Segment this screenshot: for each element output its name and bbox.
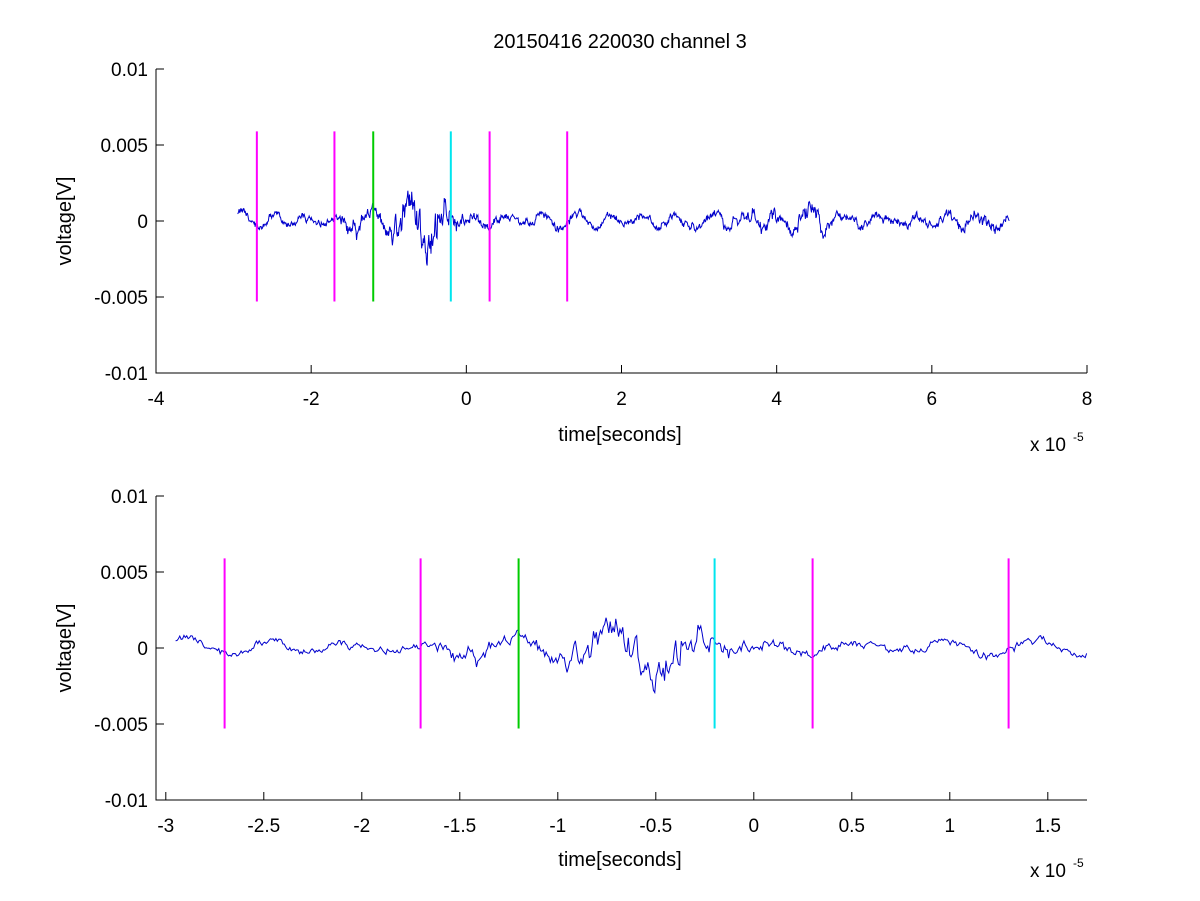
top-x-ticks: -4 -2 0 2 4 6 8 — [148, 365, 1093, 410]
bottom-y-axis-label: voltage[V] — [54, 604, 76, 693]
bottom-x-axis-label: time[seconds] — [558, 849, 681, 871]
bottom-x-multiplier: x 10 -5 — [1030, 856, 1084, 882]
bottom-y-tick-label: -0.005 — [94, 715, 148, 736]
top-x-tick-label: 4 — [771, 389, 782, 410]
bottom-x-tick-label: -1 — [549, 816, 566, 837]
top-y-tick-label: 0.005 — [100, 136, 148, 157]
bottom-x-tick-label: 0 — [749, 816, 760, 837]
figure-title: 20150416 220030 channel 3 — [493, 31, 747, 53]
top-x-tick-label: 0 — [461, 389, 472, 410]
bottom-x-tick-label: 1.5 — [1035, 816, 1061, 837]
bottom-y-tick-label: 0.01 — [111, 487, 148, 508]
bottom-signal-trace — [175, 617, 1088, 695]
bottom-x-tick-label: -2 — [353, 816, 370, 837]
top-x-tick-label: 8 — [1082, 389, 1093, 410]
top-subplot: -4 -2 0 2 4 6 8 0.01 0.005 0 -0.005 -0.01 time[sec… — [54, 60, 1092, 456]
top-y-tick-label: 0 — [137, 212, 148, 233]
top-y-tick-label: -0.005 — [94, 288, 148, 309]
top-y-tick-label: 0.01 — [111, 60, 148, 81]
bottom-event-markers — [223, 558, 1010, 729]
top-x-multiplier-base: x 10 — [1030, 435, 1066, 456]
top-y-tick-label: -0.01 — [105, 364, 148, 385]
top-y-axis-label: voltage[V] — [54, 177, 76, 266]
bottom-axes-box — [155, 496, 1087, 801]
top-event-markers — [255, 131, 569, 302]
bottom-x-tick-label: -1.5 — [443, 816, 476, 837]
top-plot-area — [237, 190, 1010, 266]
bottom-x-tick-label: -3 — [157, 816, 174, 837]
bottom-y-tick-label: 0 — [137, 639, 148, 660]
top-x-axis-label: time[seconds] — [558, 424, 681, 446]
top-x-multiplier-exponent: -5 — [1073, 430, 1084, 444]
bottom-x-tick-label: -0.5 — [639, 816, 672, 837]
top-x-tick-label: -4 — [148, 389, 165, 410]
top-signal-trace — [237, 190, 1010, 266]
bottom-y-tick-label: 0.005 — [100, 563, 148, 584]
bottom-x-multiplier-base: x 10 — [1030, 861, 1066, 882]
bottom-x-tick-label: 0.5 — [839, 816, 865, 837]
bottom-x-tick-label: 1 — [945, 816, 956, 837]
bottom-plot-area — [175, 617, 1088, 695]
top-x-tick-label: -2 — [303, 389, 320, 410]
top-y-ticks: 0.01 0.005 0 -0.005 -0.01 — [94, 60, 164, 385]
bottom-x-ticks: -3 -2.5 -2 -1.5 -1 -0.5 0 0.5 1 1.5 — [157, 792, 1061, 837]
bottom-subplot: -3 -2.5 -2 -1.5 -1 -0.5 0 0.5 1 1.5 0.01 0.005 0 -0.… — [54, 487, 1088, 882]
bottom-x-multiplier-exponent: -5 — [1073, 856, 1084, 870]
top-x-tick-label: 2 — [616, 389, 627, 410]
top-x-multiplier: x 10 -5 — [1030, 430, 1084, 456]
bottom-y-tick-label: -0.01 — [105, 791, 148, 812]
top-x-tick-label: 6 — [927, 389, 938, 410]
bottom-x-tick-label: -2.5 — [247, 816, 280, 837]
bottom-y-ticks: 0.01 0.005 0 -0.005 -0.01 — [94, 487, 164, 812]
